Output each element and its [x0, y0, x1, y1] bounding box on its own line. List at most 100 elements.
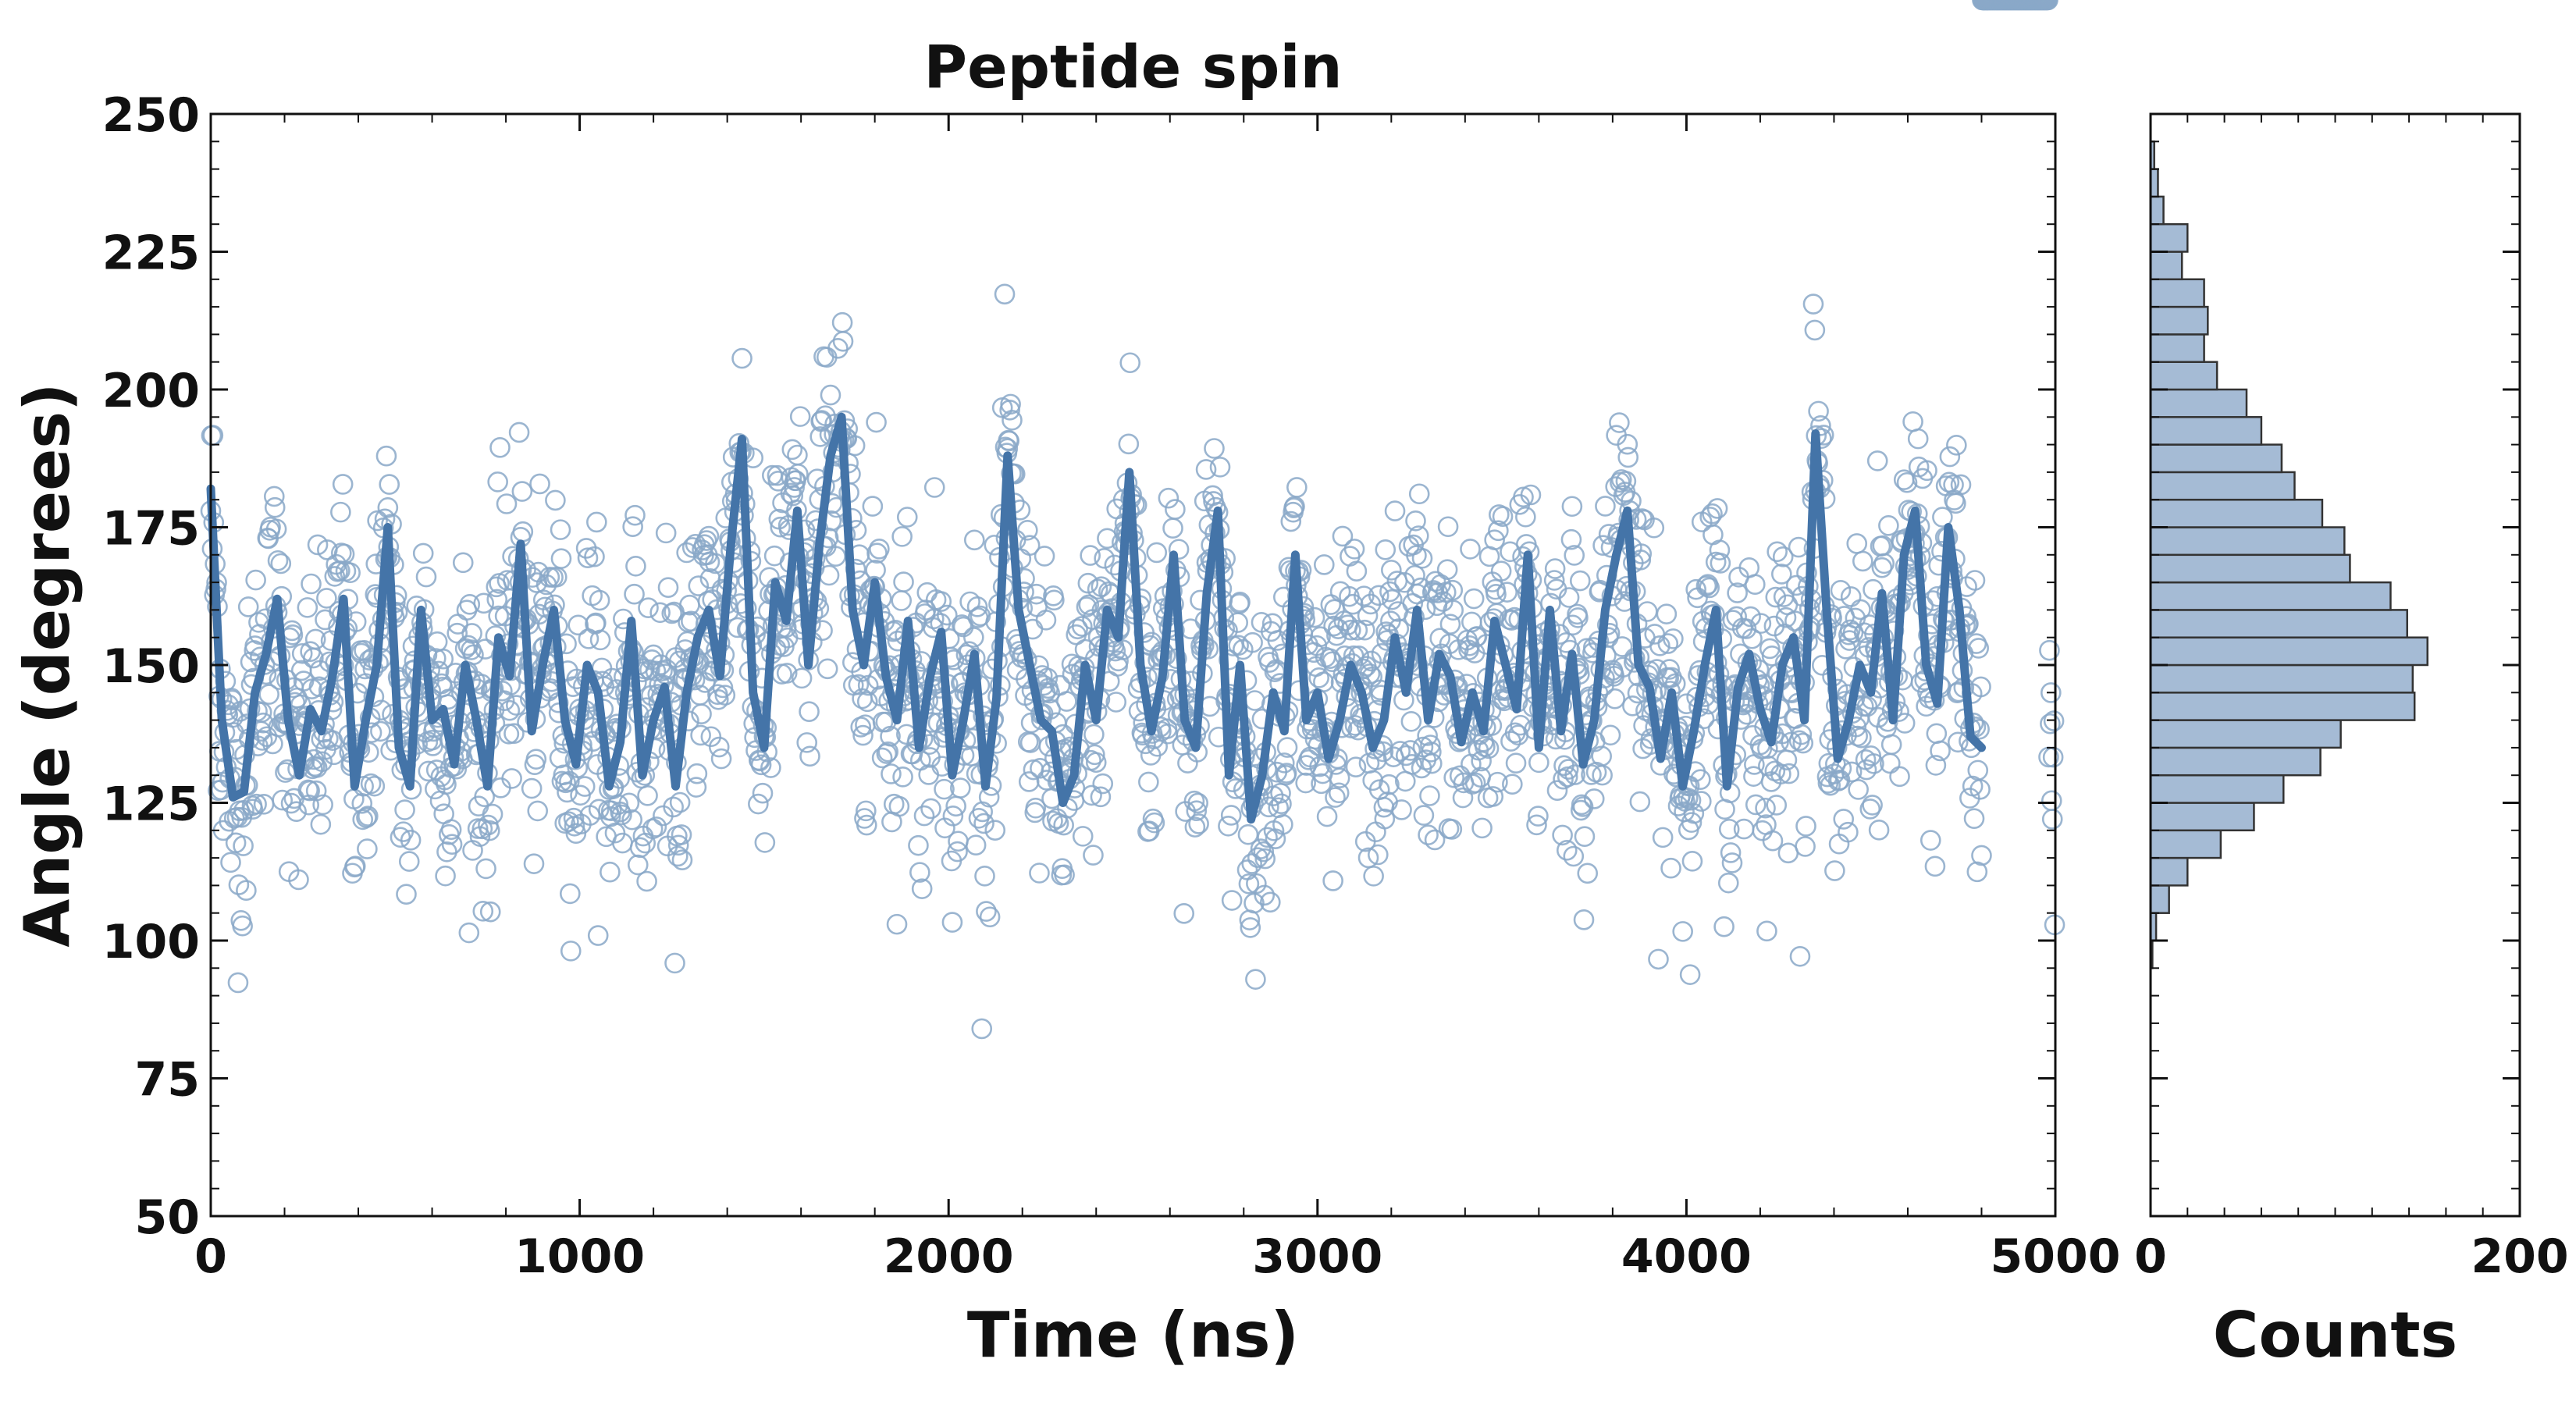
- scatter-point: [1276, 763, 1297, 784]
- scatter-point: [432, 648, 454, 670]
- scatter-point: [1381, 560, 1402, 581]
- histogram-bar: [2149, 222, 2189, 253]
- scatter-point: [412, 542, 434, 564]
- scatter-point: [1573, 909, 1595, 930]
- scatter-point: [1745, 794, 1767, 816]
- hist-x-tick-label: 200: [2471, 1229, 2568, 1284]
- scatter-point: [462, 840, 483, 861]
- scatter-point: [525, 749, 547, 770]
- scatter-point: [1852, 550, 1873, 572]
- scatter-point: [1963, 808, 1985, 829]
- scatter-point: [1158, 487, 1179, 509]
- scatter-point: [324, 566, 346, 587]
- histogram-bar: [2149, 195, 2165, 226]
- scatter-point: [1577, 863, 1599, 884]
- scatter-point: [832, 331, 854, 352]
- scatter-point: [1482, 786, 1504, 807]
- scatter-point: [998, 430, 1020, 452]
- scatter-point: [585, 612, 607, 634]
- scatter-point: [340, 562, 361, 584]
- scatter-point: [1846, 533, 1868, 554]
- scatter-point: [1920, 830, 1941, 851]
- scatter-point: [1926, 723, 1948, 745]
- scatter-point: [461, 623, 482, 644]
- scatter-point: [600, 806, 621, 827]
- scatter-point: [1304, 606, 1325, 628]
- scatter-point: [817, 658, 838, 680]
- scatter-point: [1421, 742, 1442, 763]
- x-tick-label: 3000: [1252, 1229, 1382, 1284]
- scatter-point: [1030, 757, 1051, 779]
- scatter-point: [2042, 746, 2064, 768]
- scatter-point: [1276, 737, 1298, 758]
- scatter-point: [1756, 920, 1777, 942]
- scatter-point: [245, 569, 266, 591]
- scatter-point: [621, 809, 643, 831]
- scatter-point: [418, 760, 439, 782]
- scatter-point: [499, 699, 521, 721]
- scatter-point: [1368, 844, 1389, 866]
- scatter-point: [264, 496, 286, 518]
- scatter-point: [1515, 506, 1536, 528]
- scatter-point: [1564, 764, 1585, 785]
- scatter-point: [312, 794, 333, 816]
- scatter-point: [667, 834, 689, 856]
- scatter-point: [1484, 529, 1505, 550]
- scatter-point: [831, 311, 853, 333]
- scatter-point: [246, 793, 267, 815]
- scatter-point: [1592, 764, 1613, 786]
- scatter-point: [1691, 791, 1712, 812]
- scatter-point: [1413, 805, 1435, 826]
- scatter-point: [1322, 870, 1343, 891]
- scatter-point: [1408, 483, 1430, 505]
- scatter-point: [1439, 614, 1461, 635]
- scatter-point: [458, 922, 480, 944]
- scatter-point: [770, 516, 791, 538]
- scatter-point: [1254, 884, 1276, 906]
- scatter-point: [1717, 872, 1739, 894]
- y-tick-label: 225: [102, 226, 200, 281]
- scatter-point: [1286, 477, 1308, 498]
- histogram-bar: [2149, 443, 2283, 474]
- scatter-point: [710, 748, 732, 770]
- scatter-point: [237, 596, 259, 617]
- y-tick-label: 100: [102, 915, 200, 969]
- scatter-point: [622, 516, 643, 537]
- scatter-point: [1240, 917, 1261, 938]
- scatter-point: [1777, 842, 1799, 864]
- scatter-point: [2041, 809, 2063, 830]
- histogram-bars: [2149, 140, 2428, 969]
- scatter-point: [586, 511, 607, 533]
- scatter-point: [2037, 0, 2058, 11]
- histogram-bar: [2149, 663, 2414, 694]
- histogram-bar: [2149, 388, 2248, 418]
- scatter-point: [600, 861, 621, 883]
- smoothed-line-layer: [206, 412, 1986, 824]
- scatter-point: [304, 628, 326, 650]
- scatter-point: [1945, 493, 1966, 514]
- scatter-point: [1950, 474, 1972, 496]
- scatter-point: [1460, 539, 1481, 560]
- scatter-point: [1789, 945, 1811, 967]
- scatter-point: [1818, 752, 1840, 774]
- scatter-point: [267, 550, 289, 571]
- scatter-point: [1218, 815, 1239, 837]
- scatter-point: [1257, 827, 1278, 848]
- scatter-point: [1556, 840, 1578, 861]
- scatter-point: [1080, 545, 1101, 566]
- scatter-point: [1871, 557, 1893, 578]
- scatter-point: [1713, 916, 1735, 937]
- x-tick-label: 4000: [1621, 1229, 1752, 1284]
- scatter-point: [1939, 446, 1961, 468]
- scatter-point: [799, 701, 820, 722]
- scatter-point: [698, 525, 720, 547]
- scatter-point: [1660, 857, 1681, 879]
- scatter-point: [1478, 738, 1500, 759]
- histogram-bar: [2149, 829, 2222, 859]
- scatter-point: [848, 674, 870, 695]
- scatter-point: [1220, 805, 1242, 826]
- scatter-point: [1359, 663, 1381, 685]
- scatter-point: [1496, 582, 1518, 603]
- scatter-point: [1571, 794, 1592, 816]
- histogram-bar: [2149, 553, 2351, 584]
